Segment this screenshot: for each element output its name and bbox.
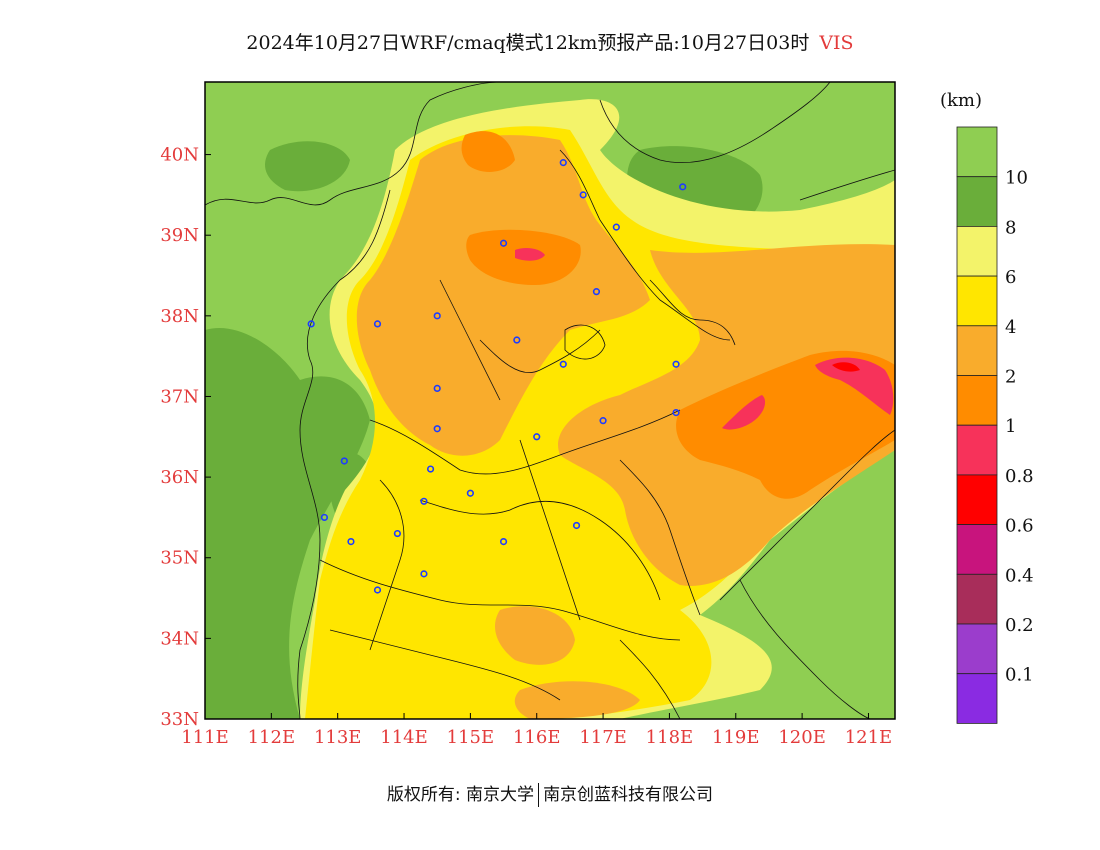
- field-vis-2-south: [495, 606, 575, 665]
- copyright-left: 版权所有: 南京大学: [386, 785, 535, 805]
- city-marker: [679, 183, 687, 191]
- x-tick-label: 118E: [646, 727, 694, 748]
- x-tick-label: 117E: [579, 727, 627, 748]
- x-tick-label: 116E: [513, 727, 561, 748]
- city-marker: [533, 433, 541, 441]
- legend-swatch: [956, 275, 998, 327]
- field-vis-08-coast: [722, 395, 766, 430]
- city-marker: [466, 489, 474, 497]
- legend-label: 10: [1005, 168, 1028, 189]
- title-text: 2024年10月27日WRF/cmaq模式12km预报产品:10月27日03时: [246, 32, 810, 54]
- city-marker: [373, 586, 382, 594]
- field-vis-1-north: [461, 131, 515, 172]
- legend-label: 0.4: [1005, 565, 1034, 586]
- city-marker: [433, 384, 441, 393]
- x-tick-label: 114E: [380, 727, 428, 748]
- field-vis-08-beijing: [515, 247, 545, 261]
- legend-swatch: [956, 225, 998, 277]
- legend-swatch: [956, 573, 998, 625]
- legend-swatch: [956, 524, 998, 575]
- city-marker: [579, 191, 587, 199]
- city-marker: [320, 513, 329, 522]
- city-marker: [572, 521, 581, 530]
- field-vis-06: [832, 362, 860, 372]
- legend-label: 0.2: [1005, 615, 1034, 636]
- city-marker: [672, 360, 680, 368]
- x-axis: 111E 112E 113E 114E 115E 116E 117E 118E 119E 120E…: [181, 713, 892, 748]
- legend-swatch: [956, 424, 998, 476]
- city-marker: [420, 497, 428, 505]
- title-variable: VIS: [819, 32, 854, 54]
- map-title: 2024年10月27日WRF/cmaq模式12km预报产品:10月27日03时 V…: [0, 28, 1100, 55]
- x-tick-label: 113E: [314, 727, 362, 748]
- legend-label: 4: [1005, 317, 1016, 338]
- city-marker: [612, 223, 620, 231]
- city-marker: [433, 312, 441, 320]
- legend-label: 8: [1005, 217, 1016, 238]
- city-markers: [307, 159, 687, 594]
- y-tick-label: 35N: [160, 548, 199, 569]
- y-tick-label: 34N: [160, 628, 199, 649]
- boundaries: [205, 82, 895, 719]
- city-marker: [559, 360, 567, 368]
- legend-swatch: [956, 673, 998, 724]
- legend-unit: (km): [940, 90, 983, 111]
- x-tick-label: 115E: [447, 727, 495, 748]
- city-marker: [599, 417, 607, 425]
- map-field: [205, 82, 895, 719]
- city-marker: [499, 239, 508, 247]
- city-marker: [513, 336, 521, 344]
- plot-frame: [204, 81, 896, 720]
- y-tick-label: 39N: [160, 225, 199, 246]
- footer-separator: [538, 783, 540, 807]
- x-tick-label: 112E: [248, 727, 296, 748]
- legend-swatch: [956, 474, 998, 525]
- x-tick-label: 120E: [778, 727, 826, 748]
- city-marker: [592, 288, 601, 296]
- field-vis-08-east: [815, 357, 894, 415]
- copyright-right: 南京创蓝科技有限公司: [543, 785, 714, 805]
- legend-label: 0.6: [1005, 516, 1034, 537]
- city-marker: [426, 465, 435, 473]
- legend-swatch: [956, 325, 998, 376]
- field-vis-2-south2: [514, 681, 640, 719]
- legend-swatch: [956, 126, 998, 178]
- y-tick-label: 37N: [160, 386, 199, 407]
- x-tick-label: 121E: [845, 727, 893, 748]
- city-marker: [340, 457, 348, 465]
- city-marker: [672, 408, 680, 417]
- legend-swatch: [956, 375, 998, 426]
- field-vis-8-north: [265, 141, 350, 192]
- y-tick-label: 38N: [160, 306, 199, 327]
- legend-swatch: [956, 176, 998, 227]
- city-marker: [307, 320, 315, 328]
- x-tick-label: 111E: [181, 727, 229, 748]
- legend-label: 2: [1005, 367, 1016, 388]
- city-marker: [420, 570, 428, 578]
- city-marker: [499, 538, 508, 546]
- x-tick-label: 119E: [712, 727, 760, 748]
- city-marker: [559, 159, 567, 167]
- field-vis-1-shandong: [676, 350, 895, 499]
- legend-label: 1: [1005, 416, 1016, 437]
- y-axis: 40N 39N 38N 37N 36N 35N 34N 33N: [160, 145, 211, 730]
- legend-swatch: [956, 623, 998, 675]
- y-tick-label: 33N: [160, 709, 199, 730]
- y-tick-label: 36N: [160, 467, 199, 488]
- city-marker: [373, 320, 382, 328]
- field-vis-2-north: [356, 135, 650, 456]
- y-tick-label: 40N: [160, 145, 199, 166]
- legend-label: 6: [1005, 267, 1016, 288]
- city-marker: [347, 538, 355, 546]
- legend-label: 0.8: [1005, 466, 1034, 487]
- city-marker: [433, 425, 441, 433]
- field-vis-8-west: [205, 328, 370, 719]
- legend-label: 0.1: [1005, 665, 1034, 686]
- footer: 版权所有: 南京大学 南京创蓝科技有限公司: [0, 780, 1100, 807]
- city-marker: [393, 529, 402, 538]
